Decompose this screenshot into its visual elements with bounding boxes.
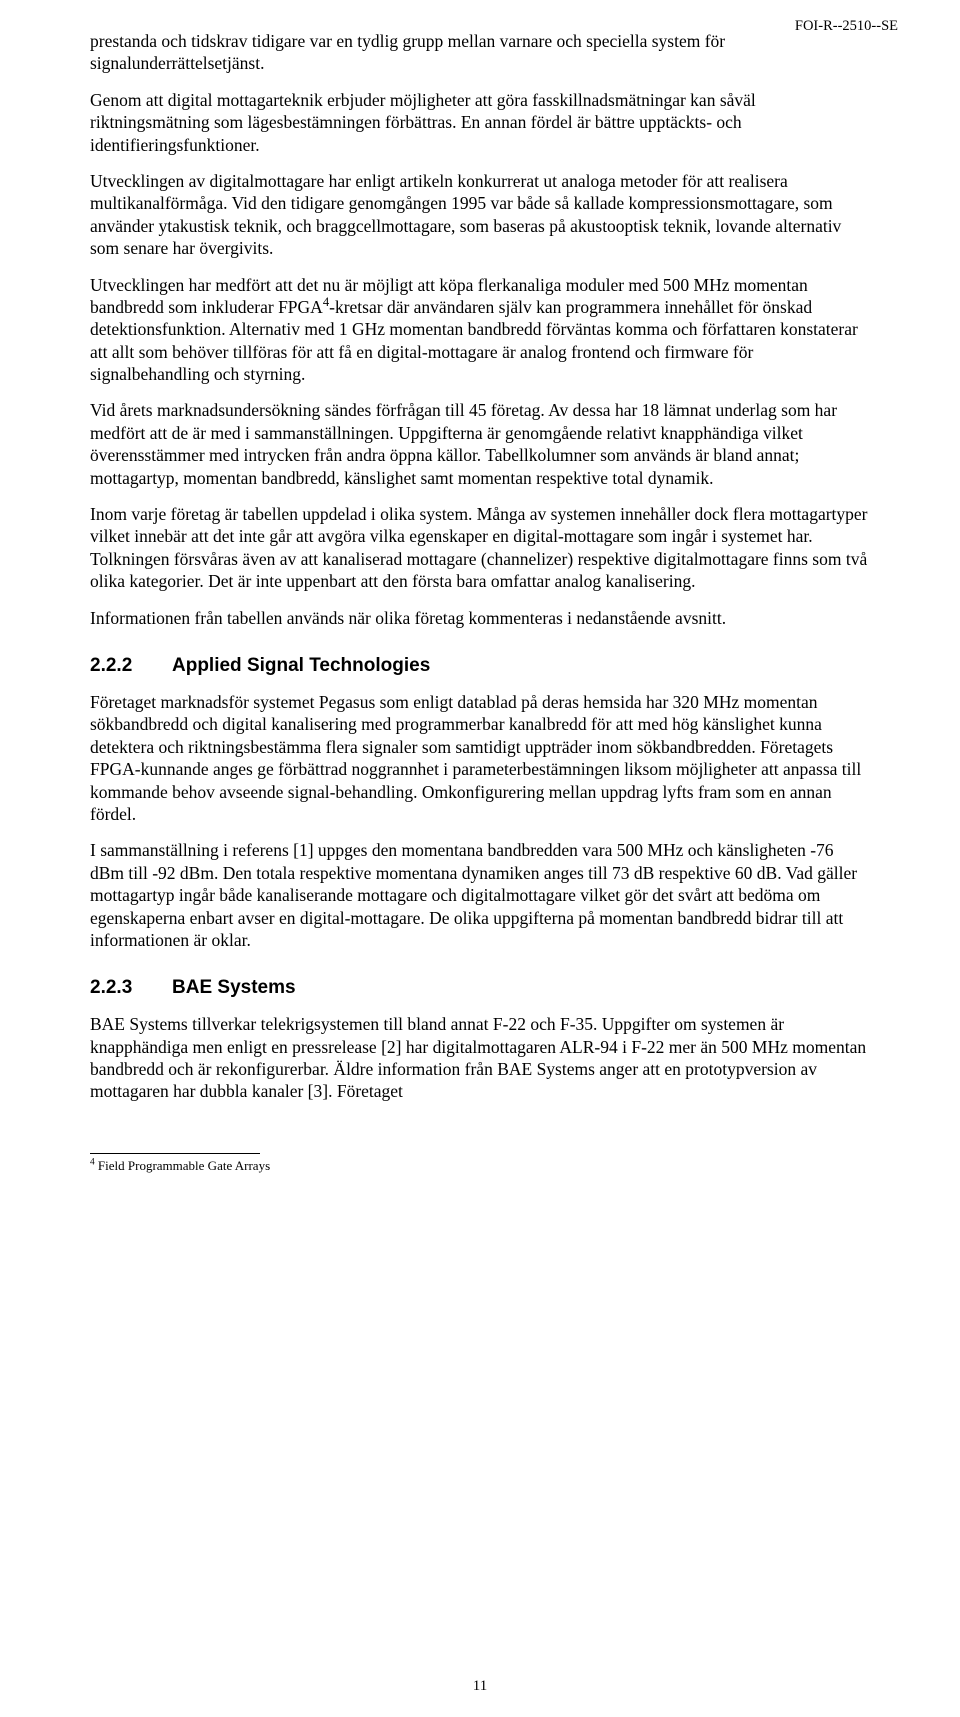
- body-paragraph: Informationen från tabellen används när …: [90, 607, 870, 629]
- section-heading-222: 2.2.2Applied Signal Technologies: [90, 655, 870, 677]
- body-paragraph: Utvecklingen av digitalmottagare har enl…: [90, 170, 870, 260]
- footnote: 4 Field Programmable Gate Arrays: [90, 1158, 870, 1175]
- footnote-separator: [90, 1153, 260, 1154]
- page-number: 11: [0, 1678, 960, 1695]
- section-number: 2.2.3: [90, 977, 172, 999]
- body-paragraph: Utvecklingen har medfört att det nu är m…: [90, 274, 870, 386]
- section-heading-223: 2.2.3BAE Systems: [90, 977, 870, 999]
- body-paragraph: Genom att digital mottagarteknik erbjude…: [90, 89, 870, 156]
- section-title: Applied Signal Technologies: [172, 655, 430, 676]
- body-paragraph: Företaget marknadsför systemet Pegasus s…: [90, 691, 870, 825]
- body-paragraph: I sammanställning i referens [1] uppges …: [90, 839, 870, 951]
- section-title: BAE Systems: [172, 977, 296, 998]
- body-paragraph: prestanda och tidskrav tidigare var en t…: [90, 30, 870, 75]
- body-paragraph: Vid årets marknadsundersökning sändes fö…: [90, 399, 870, 489]
- document-id: FOI-R--2510--SE: [795, 18, 898, 35]
- body-paragraph: BAE Systems tillverkar telekrigsystemen …: [90, 1013, 870, 1103]
- section-number: 2.2.2: [90, 655, 172, 677]
- body-paragraph: Inom varje företag är tabellen uppdelad …: [90, 503, 870, 593]
- footnote-text: Field Programmable Gate Arrays: [95, 1158, 270, 1173]
